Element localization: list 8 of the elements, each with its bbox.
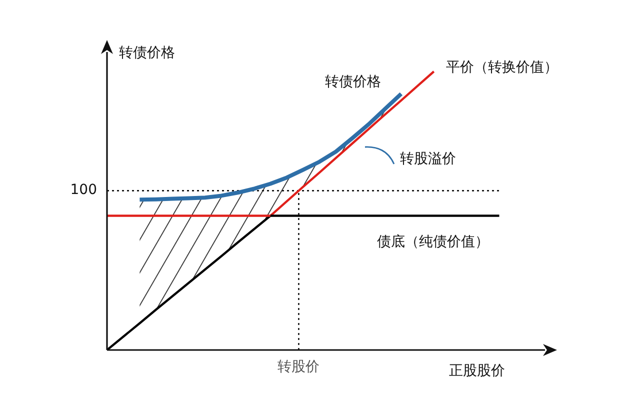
series-label: 转债价格 — [325, 74, 382, 90]
annotation: 转股溢价 — [400, 150, 456, 168]
series-label: 平价（转换价值） — [446, 59, 558, 76]
text: 转股价 — [278, 358, 320, 376]
x-axis-title: 正股股价 — [449, 362, 505, 380]
series-label: 债底（纯债价值） — [377, 234, 490, 250]
text: 100 — [70, 182, 97, 198]
y-axis-title: 转债价格 — [119, 44, 175, 62]
